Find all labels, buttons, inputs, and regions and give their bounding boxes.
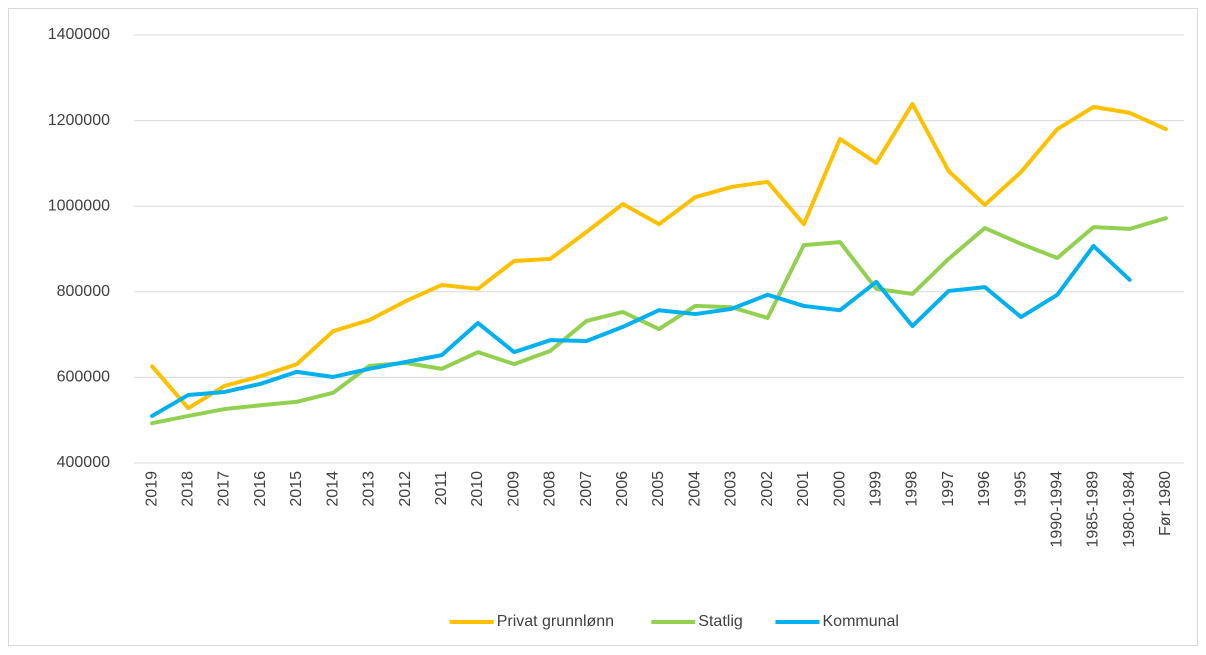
x-tick-label: 2017 xyxy=(216,471,233,507)
x-tick-label: 2016 xyxy=(252,471,269,507)
x-tick-label: 1997 xyxy=(940,471,957,507)
x-tick-label: 2014 xyxy=(324,471,341,507)
x-tick-label: 2011 xyxy=(433,471,450,506)
x-tick-label: 2008 xyxy=(542,471,559,507)
x-tick-label: 2002 xyxy=(759,471,776,507)
x-tick-label: 1980-1984 xyxy=(1121,471,1138,548)
legend-label: Privat grunnlønn xyxy=(497,613,614,630)
chart-border xyxy=(8,8,1198,646)
x-tick-label: 2005 xyxy=(650,471,667,507)
x-tick-label: 2000 xyxy=(831,471,848,507)
legend-label: Statlig xyxy=(698,613,742,630)
x-tick-label: 2010 xyxy=(469,471,486,507)
legend-label: Kommunal xyxy=(823,613,899,630)
x-tick-label: 1995 xyxy=(1012,471,1029,507)
x-tick-label: 2004 xyxy=(686,471,703,507)
x-tick-label: 2009 xyxy=(505,471,522,507)
x-tick-label: 2006 xyxy=(614,471,631,507)
x-tick-label: 2018 xyxy=(180,471,197,507)
x-tick-label: 2012 xyxy=(397,471,414,507)
y-tick-label: 1400000 xyxy=(48,26,110,43)
series-line xyxy=(150,101,1168,411)
x-tick-label: 1985-1989 xyxy=(1085,471,1102,548)
y-tick-label: 400000 xyxy=(57,454,110,471)
y-tick-label: 600000 xyxy=(57,369,110,386)
x-tick-label: 2001 xyxy=(795,471,812,507)
x-tick-label: 1999 xyxy=(867,471,884,507)
y-tick-label: 800000 xyxy=(57,283,110,300)
x-tick-label: 2013 xyxy=(361,471,378,507)
x-tick-label: Før 1980 xyxy=(1157,471,1174,536)
x-tick-label: 1996 xyxy=(976,471,993,507)
x-tick-label: 2019 xyxy=(143,471,160,507)
x-tick-label: 1998 xyxy=(904,471,921,507)
x-tick-label: 2003 xyxy=(723,471,740,507)
series-line xyxy=(150,216,1168,426)
x-tick-label: 2007 xyxy=(578,471,595,507)
y-tick-label: 1000000 xyxy=(48,197,110,214)
series-line xyxy=(150,244,1132,418)
x-tick-label: 2015 xyxy=(288,471,305,507)
y-tick-label: 1200000 xyxy=(48,112,110,129)
x-tick-label: 1990-1994 xyxy=(1048,471,1065,548)
